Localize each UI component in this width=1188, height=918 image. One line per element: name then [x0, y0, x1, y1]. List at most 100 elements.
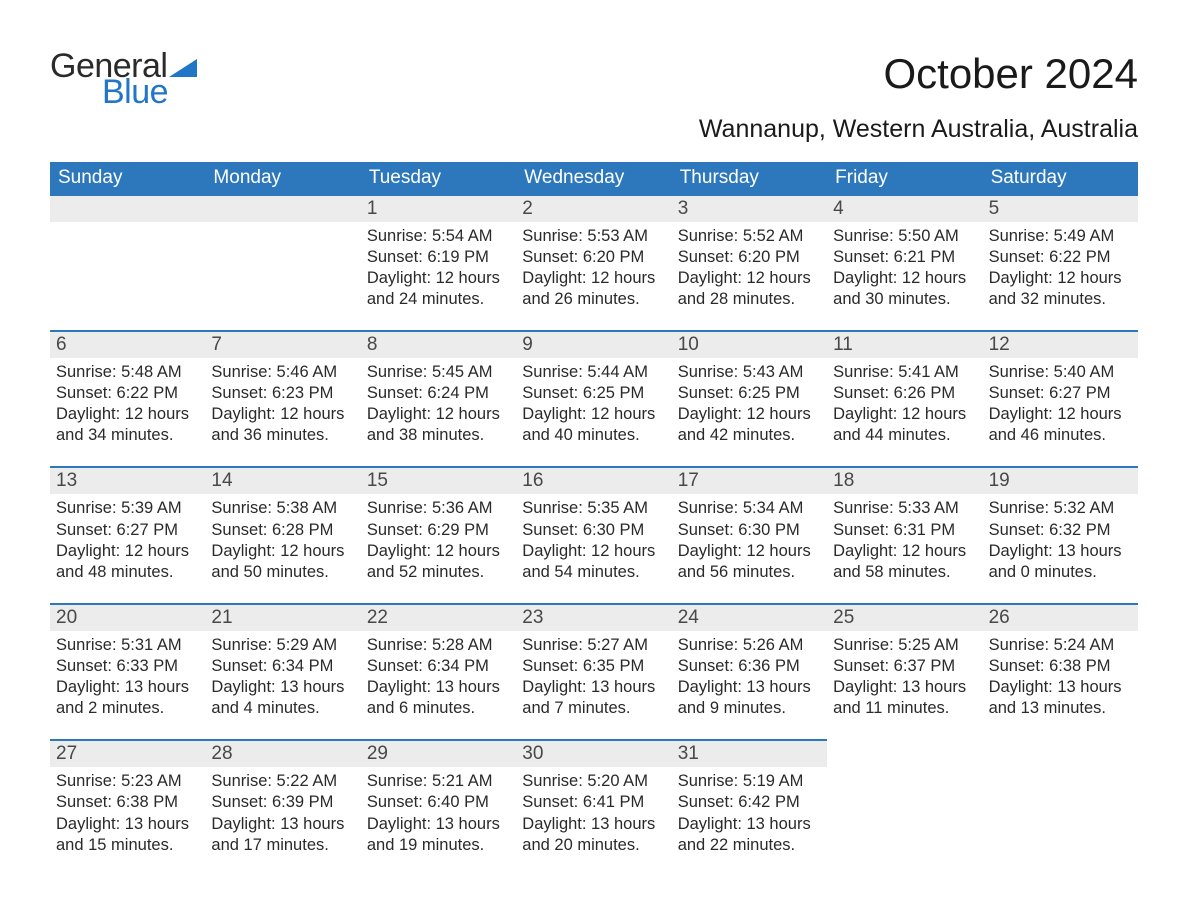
- calendar-cell: 2Sunrise: 5:53 AMSunset: 6:20 PMDaylight…: [516, 194, 671, 330]
- sunset-line: Sunset: 6:32 PM: [989, 520, 1132, 541]
- dow-header: Monday: [205, 162, 360, 194]
- daylight-line-1: Daylight: 12 hours: [522, 541, 665, 562]
- daylight-line-1: Daylight: 12 hours: [833, 268, 976, 289]
- daylight-line-2: and 58 minutes.: [833, 562, 976, 583]
- daylight-line-1: Daylight: 13 hours: [56, 677, 199, 698]
- calendar-cell: 9Sunrise: 5:44 AMSunset: 6:25 PMDaylight…: [516, 330, 671, 466]
- day-number: 27: [50, 739, 205, 767]
- calendar-cell: 12Sunrise: 5:40 AMSunset: 6:27 PMDayligh…: [983, 330, 1138, 466]
- day-number: 30: [516, 739, 671, 767]
- daylight-line-1: Daylight: 13 hours: [211, 814, 354, 835]
- cell-body: Sunrise: 5:31 AMSunset: 6:33 PMDaylight:…: [50, 631, 205, 719]
- daylight-line-2: and 24 minutes.: [367, 289, 510, 310]
- cell-body: Sunrise: 5:36 AMSunset: 6:29 PMDaylight:…: [361, 494, 516, 582]
- calendar-cell: 25Sunrise: 5:25 AMSunset: 6:37 PMDayligh…: [827, 603, 982, 739]
- day-number: 28: [205, 739, 360, 767]
- daylight-line-2: and 48 minutes.: [56, 562, 199, 583]
- daylight-line-2: and 0 minutes.: [989, 562, 1132, 583]
- cell-body: Sunrise: 5:20 AMSunset: 6:41 PMDaylight:…: [516, 767, 671, 855]
- cell-body: Sunrise: 5:46 AMSunset: 6:23 PMDaylight:…: [205, 358, 360, 446]
- sunrise-line: Sunrise: 5:27 AM: [522, 635, 665, 656]
- daylight-line-2: and 6 minutes.: [367, 698, 510, 719]
- day-number: 13: [50, 466, 205, 494]
- day-number: 8: [361, 330, 516, 358]
- daylight-line-2: and 38 minutes.: [367, 425, 510, 446]
- sunrise-line: Sunrise: 5:38 AM: [211, 498, 354, 519]
- daylight-line-2: and 17 minutes.: [211, 835, 354, 856]
- day-number: 14: [205, 466, 360, 494]
- sunset-line: Sunset: 6:38 PM: [989, 656, 1132, 677]
- day-number: 3: [672, 194, 827, 222]
- day-number: 18: [827, 466, 982, 494]
- dow-header: Sunday: [50, 162, 205, 194]
- day-number: 26: [983, 603, 1138, 631]
- daylight-line-1: Daylight: 13 hours: [833, 677, 976, 698]
- daylight-line-1: Daylight: 12 hours: [211, 404, 354, 425]
- cell-body: Sunrise: 5:41 AMSunset: 6:26 PMDaylight:…: [827, 358, 982, 446]
- daylight-line-2: and 50 minutes.: [211, 562, 354, 583]
- calendar-cell: 13Sunrise: 5:39 AMSunset: 6:27 PMDayligh…: [50, 466, 205, 602]
- sunset-line: Sunset: 6:26 PM: [833, 383, 976, 404]
- calendar-cell: [983, 739, 1138, 875]
- daylight-line-1: Daylight: 12 hours: [367, 268, 510, 289]
- daylight-line-2: and 4 minutes.: [211, 698, 354, 719]
- calendar-cell: 16Sunrise: 5:35 AMSunset: 6:30 PMDayligh…: [516, 466, 671, 602]
- day-number: 24: [672, 603, 827, 631]
- day-number: 10: [672, 330, 827, 358]
- day-number: 2: [516, 194, 671, 222]
- day-number: 23: [516, 603, 671, 631]
- day-number: [205, 194, 360, 222]
- day-number: 12: [983, 330, 1138, 358]
- calendar-cell: 3Sunrise: 5:52 AMSunset: 6:20 PMDaylight…: [672, 194, 827, 330]
- sunrise-line: Sunrise: 5:22 AM: [211, 771, 354, 792]
- sunrise-line: Sunrise: 5:20 AM: [522, 771, 665, 792]
- calendar-cell: 21Sunrise: 5:29 AMSunset: 6:34 PMDayligh…: [205, 603, 360, 739]
- cell-body: Sunrise: 5:43 AMSunset: 6:25 PMDaylight:…: [672, 358, 827, 446]
- calendar-cell: 17Sunrise: 5:34 AMSunset: 6:30 PMDayligh…: [672, 466, 827, 602]
- sunrise-line: Sunrise: 5:46 AM: [211, 362, 354, 383]
- daylight-line-1: Daylight: 12 hours: [989, 268, 1132, 289]
- day-number: 4: [827, 194, 982, 222]
- calendar-cell: [50, 194, 205, 330]
- daylight-line-2: and 42 minutes.: [678, 425, 821, 446]
- sunrise-line: Sunrise: 5:40 AM: [989, 362, 1132, 383]
- sunset-line: Sunset: 6:22 PM: [989, 247, 1132, 268]
- sunset-line: Sunset: 6:19 PM: [367, 247, 510, 268]
- sunset-line: Sunset: 6:25 PM: [678, 383, 821, 404]
- cell-body: Sunrise: 5:21 AMSunset: 6:40 PMDaylight:…: [361, 767, 516, 855]
- daylight-line-2: and 36 minutes.: [211, 425, 354, 446]
- sunrise-line: Sunrise: 5:24 AM: [989, 635, 1132, 656]
- sunset-line: Sunset: 6:24 PM: [367, 383, 510, 404]
- daylight-line-1: Daylight: 13 hours: [367, 677, 510, 698]
- daylight-line-1: Daylight: 12 hours: [989, 404, 1132, 425]
- sunset-line: Sunset: 6:20 PM: [678, 247, 821, 268]
- sunrise-line: Sunrise: 5:44 AM: [522, 362, 665, 383]
- sunrise-line: Sunrise: 5:36 AM: [367, 498, 510, 519]
- sunset-line: Sunset: 6:36 PM: [678, 656, 821, 677]
- cell-body: Sunrise: 5:25 AMSunset: 6:37 PMDaylight:…: [827, 631, 982, 719]
- sunset-line: Sunset: 6:27 PM: [989, 383, 1132, 404]
- flag-icon: [169, 57, 199, 82]
- day-number: 25: [827, 603, 982, 631]
- sunrise-line: Sunrise: 5:23 AM: [56, 771, 199, 792]
- cell-body: Sunrise: 5:49 AMSunset: 6:22 PMDaylight:…: [983, 222, 1138, 310]
- calendar-cell: 24Sunrise: 5:26 AMSunset: 6:36 PMDayligh…: [672, 603, 827, 739]
- page-title: October 2024: [883, 50, 1138, 98]
- cell-body: Sunrise: 5:39 AMSunset: 6:27 PMDaylight:…: [50, 494, 205, 582]
- sunset-line: Sunset: 6:42 PM: [678, 792, 821, 813]
- sunrise-line: Sunrise: 5:50 AM: [833, 226, 976, 247]
- sunset-line: Sunset: 6:40 PM: [367, 792, 510, 813]
- sunrise-line: Sunrise: 5:31 AM: [56, 635, 199, 656]
- calendar-cell: 1Sunrise: 5:54 AMSunset: 6:19 PMDaylight…: [361, 194, 516, 330]
- sunrise-line: Sunrise: 5:43 AM: [678, 362, 821, 383]
- daylight-line-2: and 44 minutes.: [833, 425, 976, 446]
- calendar-cell: 18Sunrise: 5:33 AMSunset: 6:31 PMDayligh…: [827, 466, 982, 602]
- calendar-cell: 30Sunrise: 5:20 AMSunset: 6:41 PMDayligh…: [516, 739, 671, 875]
- sunset-line: Sunset: 6:30 PM: [678, 520, 821, 541]
- daylight-line-1: Daylight: 13 hours: [678, 814, 821, 835]
- cell-body: Sunrise: 5:40 AMSunset: 6:27 PMDaylight:…: [983, 358, 1138, 446]
- daylight-line-1: Daylight: 12 hours: [367, 404, 510, 425]
- cell-body: Sunrise: 5:53 AMSunset: 6:20 PMDaylight:…: [516, 222, 671, 310]
- day-number: 15: [361, 466, 516, 494]
- daylight-line-1: Daylight: 13 hours: [367, 814, 510, 835]
